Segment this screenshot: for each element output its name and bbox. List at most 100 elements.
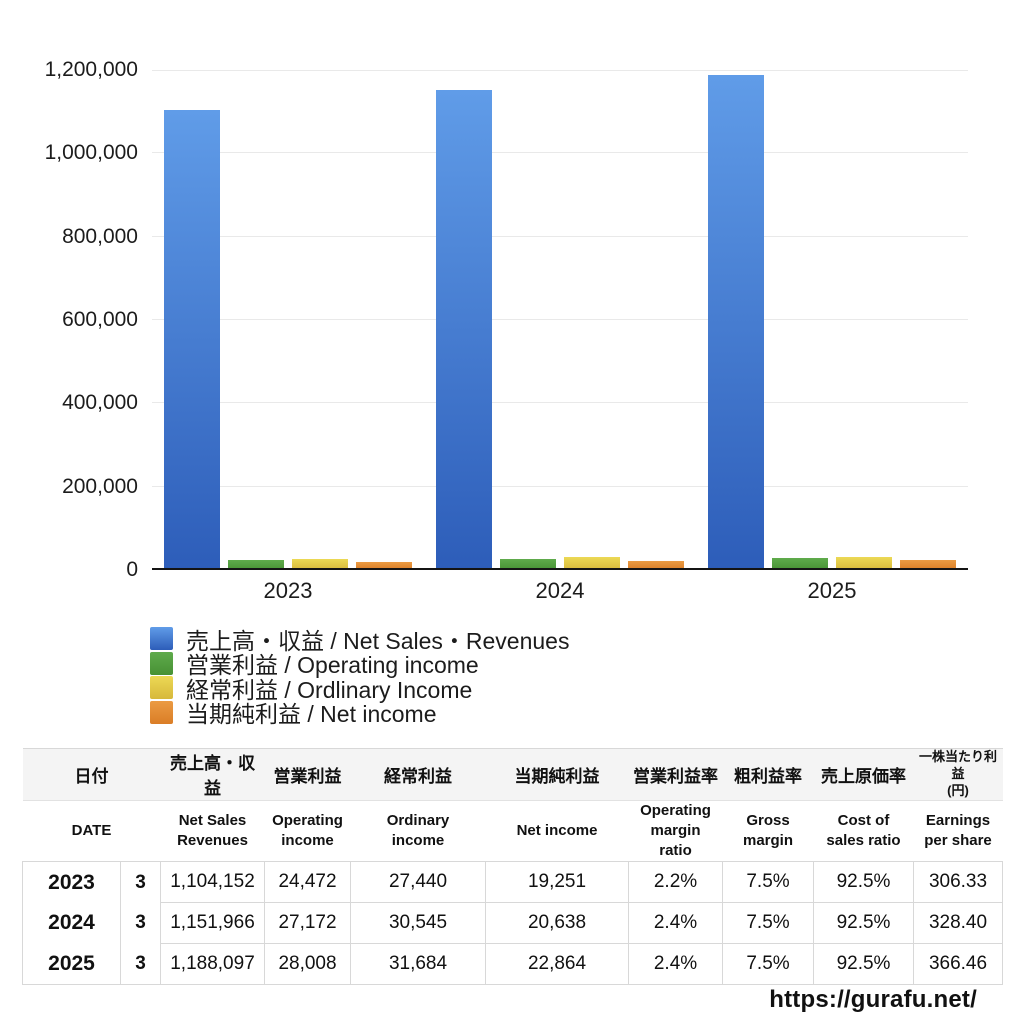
table-header-jp-cell: 日付 — [22, 748, 161, 801]
value-cell: 19,251 — [485, 861, 629, 904]
table-header-jp-cell: 営業利益 — [264, 748, 351, 801]
table-header-en-cell: Gross margin — [722, 800, 814, 863]
value-cell: 31,684 — [350, 943, 486, 986]
value-cell: 27,440 — [350, 861, 486, 904]
legend-swatch-icon — [150, 651, 173, 675]
gridline — [152, 485, 968, 487]
table-header-en-cell: Cost of sales ratio — [813, 800, 914, 863]
legend-label: 当期純利益 / Net income — [186, 701, 437, 727]
chart-legend: 売上高・収益 / Net Sales・Revenues 営業利益 / Operat… — [150, 627, 569, 727]
table-header-jp-cell: 経常利益 — [350, 748, 486, 801]
y-axis-tick-label: 200,000 — [62, 474, 138, 498]
legend-item-3: 当期純利益 / Net income — [150, 700, 569, 727]
gridline — [152, 70, 968, 71]
value-cell: 1,188,097 — [160, 943, 265, 986]
legend-item-1: 営業利益 / Operating income — [150, 651, 569, 678]
y-axis-tick-label: 400,000 — [62, 391, 138, 415]
table-row: 2023 3 1,104,152 24,472 27,440 19,251 2.2% 7.5%… — [22, 861, 1003, 904]
x-axis-label-2023: 2023 — [263, 578, 313, 603]
legend-swatch-icon — [150, 627, 173, 650]
bar-2024-series3 — [628, 561, 684, 570]
gridline — [152, 152, 968, 154]
legend-label: 経常利益 / Ordlinary Income — [186, 676, 473, 703]
gridline — [152, 402, 968, 404]
month-cell: 3 — [120, 902, 161, 944]
value-cell: 20,638 — [485, 902, 629, 945]
value-cell: 2.2% — [628, 861, 723, 904]
month-cell: 3 — [120, 943, 161, 986]
table-header-jp-cell: 当期純利益 — [485, 748, 629, 801]
legend-item-0: 売上高・収益 / Net Sales・Revenues — [150, 627, 569, 654]
bar-group-2024 — [436, 70, 684, 570]
value-cell: 7.5% — [722, 943, 814, 986]
y-axis-tick-label: 0 — [126, 558, 138, 581]
year-cell: 2023 — [22, 861, 121, 903]
table-header-en-cell: Net income — [485, 800, 629, 863]
table-header-en-cell: Operating income — [264, 800, 351, 863]
bar-group-2023 — [164, 70, 412, 570]
table-header-jp-cell: 粗利益率 — [722, 748, 814, 801]
bar-2023-series1 — [228, 560, 284, 570]
x-axis-line — [152, 568, 968, 570]
value-cell: 27,172 — [264, 902, 351, 945]
bar-chart-plot-area — [152, 70, 968, 570]
table-header-en-cell: DATE — [22, 800, 161, 863]
gridline — [152, 319, 968, 320]
y-axis-tick-label: 800,000 — [62, 224, 138, 248]
legend-item-2: 経常利益 / Ordlinary Income — [150, 676, 569, 703]
bar-2024-series2 — [564, 557, 620, 570]
legend-label: 売上高・収益 / Net Sales・Revenues — [186, 627, 570, 654]
table-header-jp-cell: 営業利益率 — [628, 748, 723, 801]
bar-2023-series3 — [356, 562, 412, 570]
month-cell: 3 — [120, 861, 161, 903]
table-header-en-cell: Earnings per share — [913, 800, 1003, 863]
value-cell: 92.5% — [813, 861, 914, 904]
value-cell: 328.40 — [913, 902, 1003, 945]
value-cell: 7.5% — [722, 861, 814, 904]
value-cell: 24,472 — [264, 861, 351, 904]
table-header-en-cell: Net Sales Revenues — [160, 800, 265, 863]
site-url-link[interactable]: https://gurafu.net/ — [769, 986, 977, 1013]
table-header-jp-cell: 売上高・収益 — [160, 748, 265, 801]
value-cell: 306.33 — [913, 861, 1003, 904]
value-cell: 366.46 — [913, 943, 1003, 986]
legend-label: 営業利益 / Operating income — [186, 652, 479, 678]
value-cell: 30,545 — [350, 902, 486, 945]
x-axis-label-2024: 2024 — [535, 578, 585, 603]
value-cell: 2.4% — [628, 943, 723, 986]
value-cell: 28,008 — [264, 943, 351, 986]
legend-swatch-icon — [150, 676, 173, 699]
y-axis-tick-label: 1,200,000 — [44, 58, 138, 81]
table-row: 2024 3 1,151,966 27,172 30,545 20,638 2.4% 7.5%… — [22, 902, 1003, 945]
y-axis-tick-label: 1,000,000 — [44, 141, 138, 165]
table-header-jp-cell: 売上原価率 — [813, 748, 914, 801]
table-header-en-cell: Operating margin ratio — [628, 800, 723, 863]
y-axis-tick-label: 600,000 — [62, 308, 138, 331]
bar-2025-series3 — [900, 560, 956, 570]
value-cell: 22,864 — [485, 943, 629, 986]
bar-2025-series1 — [772, 558, 828, 570]
value-cell: 1,104,152 — [160, 861, 265, 904]
bar-2023-series0 — [164, 110, 220, 570]
x-axis-label-2025: 2025 — [807, 578, 857, 603]
value-cell: 2.4% — [628, 902, 723, 945]
bar-2024-series0 — [436, 90, 492, 570]
table-header-en-cell: Ordinary income — [350, 800, 486, 863]
financial-data-table: 日付 売上高・収益 営業利益 経常利益 当期純利益 営業利益率 粗利益率 売上原価率 一株当たり… — [22, 748, 1003, 986]
table-header-jp-cell: 一株当たり利益 (円) — [913, 748, 1003, 801]
table-row: 2025 3 1,188,097 28,008 31,684 22,864 2.4% 7.5%… — [22, 943, 1003, 986]
year-cell: 2024 — [22, 902, 121, 944]
value-cell: 92.5% — [813, 943, 914, 986]
value-cell: 7.5% — [722, 902, 814, 945]
gridline — [152, 235, 968, 237]
bar-2025-series2 — [836, 557, 892, 570]
year-cell: 2025 — [22, 943, 121, 986]
legend-swatch-icon — [150, 700, 173, 724]
bar-2025-series0 — [708, 75, 764, 570]
value-cell: 92.5% — [813, 902, 914, 945]
bar-group-2025 — [708, 70, 956, 570]
bar-2024-series1 — [500, 559, 556, 570]
bar-2023-series2 — [292, 559, 348, 570]
value-cell: 1,151,966 — [160, 902, 265, 945]
